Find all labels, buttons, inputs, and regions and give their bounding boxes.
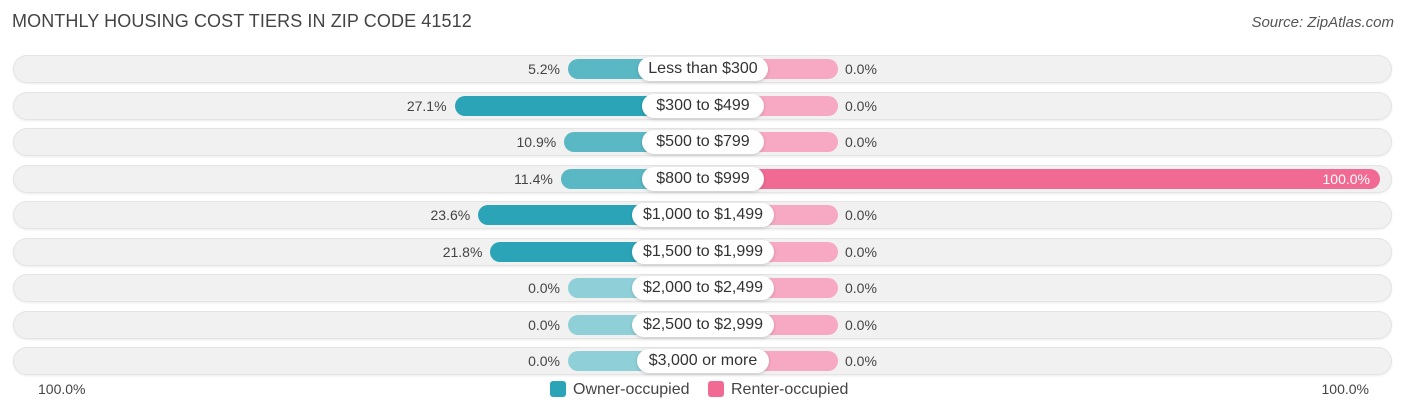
axis-left-label: 100.0% [38, 381, 86, 397]
value-label-owner: 0.0% [528, 280, 560, 296]
legend-swatch-owner [550, 381, 566, 397]
category-label: Less than $300 [638, 57, 768, 81]
bar-renter [703, 168, 1380, 189]
category-label: $3,000 or more [637, 349, 769, 373]
value-label-renter: 0.0% [845, 280, 877, 296]
category-label: $800 to $999 [642, 166, 764, 191]
value-label-owner: 21.8% [442, 243, 483, 260]
category-label: $1,500 to $1,999 [632, 239, 774, 264]
value-label-owner: 10.9% [516, 134, 557, 150]
axis-right-label: 100.0% [1321, 381, 1369, 397]
value-label-renter: 100.0% [1322, 170, 1370, 187]
value-label-renter: 0.0% [845, 316, 877, 333]
category-label: $1,000 to $1,499 [632, 203, 774, 227]
value-label-renter: 0.0% [845, 134, 877, 150]
value-label-renter: 0.0% [845, 353, 877, 369]
legend-label-renter: Renter-occupied [731, 381, 849, 398]
value-label-renter: 0.0% [845, 97, 877, 114]
category-label: $500 to $799 [642, 130, 764, 154]
category-label: $2,500 to $2,999 [632, 312, 774, 337]
value-label-owner: 27.1% [406, 97, 447, 114]
value-label-renter: 0.0% [845, 243, 877, 260]
chart-title: MONTHLY HOUSING COST TIERS IN ZIP CODE 4… [12, 11, 472, 31]
legend: Owner-occupied Renter-occupied [0, 379, 1406, 401]
category-label: $300 to $499 [642, 93, 764, 118]
legend-label-owner: Owner-occupied [573, 381, 690, 398]
value-label-renter: 0.0% [845, 207, 877, 223]
bar-owner [454, 95, 703, 116]
value-label-owner: 23.6% [430, 207, 471, 223]
value-label-owner: 5.2% [528, 61, 560, 77]
category-label: $2,000 to $2,499 [632, 276, 774, 300]
value-label-owner: 11.4% [514, 170, 553, 187]
value-label-renter: 0.0% [845, 61, 877, 77]
value-label-owner: 0.0% [528, 316, 560, 333]
chart-source: Source: ZipAtlas.com [1251, 14, 1394, 31]
legend-swatch-renter [708, 381, 724, 397]
value-label-owner: 0.0% [528, 353, 560, 369]
